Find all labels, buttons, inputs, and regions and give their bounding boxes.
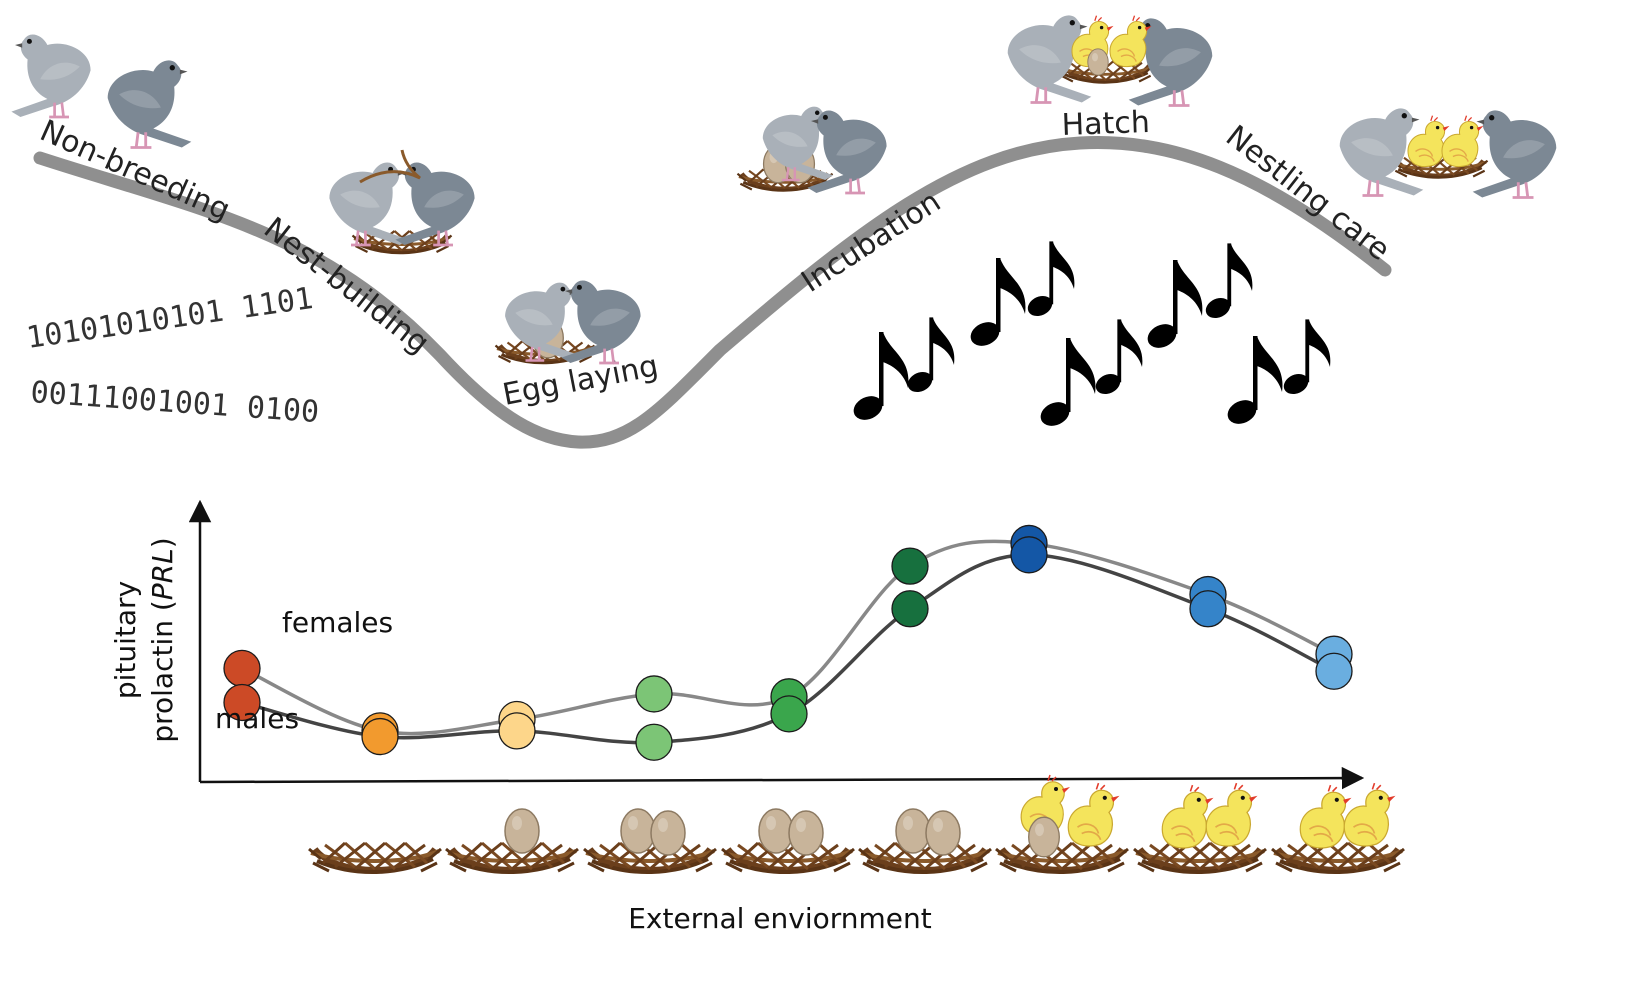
binary-line-2: 00111001001 0100 bbox=[29, 375, 320, 430]
pigeon-icon bbox=[1471, 108, 1558, 199]
data-point-males bbox=[223, 683, 261, 722]
music-notes bbox=[849, 241, 1331, 431]
stage-label-hatch: Hatch bbox=[1061, 105, 1150, 143]
nest-icon bbox=[309, 843, 441, 872]
egg-icon bbox=[504, 808, 540, 854]
music-note-icon bbox=[904, 317, 955, 396]
x-axis bbox=[199, 766, 1365, 790]
egg-icon bbox=[788, 810, 824, 856]
data-point-males bbox=[498, 712, 536, 750]
chick-icon bbox=[1205, 782, 1259, 847]
data-point-females bbox=[635, 675, 673, 713]
music-note-icon bbox=[1036, 338, 1096, 431]
egg-icon bbox=[620, 808, 656, 854]
chick-icon bbox=[1343, 782, 1397, 847]
egg-icon bbox=[1087, 48, 1109, 76]
binary-line-1: 10101010101 1101 bbox=[24, 281, 315, 356]
prl-chart: pituitary prolactin (PRL) females males … bbox=[109, 499, 1365, 935]
data-point-males bbox=[1010, 536, 1048, 574]
music-note-icon bbox=[1092, 319, 1143, 398]
nest-icon bbox=[1134, 843, 1266, 872]
binary-code: 10101010101 1101 00111001001 0100 bbox=[24, 281, 320, 430]
stage-label-incubation: Incubation bbox=[795, 184, 947, 300]
x-axis-label: External enviornment bbox=[628, 902, 932, 935]
hatch-illustration bbox=[1006, 13, 1214, 107]
data-point-males bbox=[361, 717, 399, 756]
twig-icon bbox=[359, 149, 421, 184]
music-note-icon bbox=[1280, 319, 1331, 398]
chick-icon bbox=[1067, 782, 1121, 847]
egg-icon bbox=[895, 808, 931, 854]
y-axis-label-line2: prolactin (PRL) bbox=[146, 537, 179, 742]
egg-icon bbox=[758, 808, 794, 854]
pigeon-icon bbox=[10, 33, 92, 119]
data-point-females bbox=[223, 649, 261, 688]
nest-icon bbox=[1272, 843, 1404, 872]
data-point-males bbox=[891, 590, 929, 628]
nest-sequence bbox=[309, 774, 1404, 872]
music-note-icon bbox=[966, 258, 1026, 351]
music-note-icon bbox=[1024, 241, 1075, 320]
egg-laying-illustration bbox=[496, 279, 642, 363]
egg-icon bbox=[1028, 816, 1060, 858]
music-note-icon bbox=[1223, 336, 1283, 429]
egg-icon bbox=[925, 810, 961, 856]
non-breeding-illustration bbox=[10, 33, 193, 149]
music-note-icon bbox=[1202, 243, 1253, 322]
y-axis-label-line1: pituitary bbox=[109, 581, 142, 699]
incubation-illustration bbox=[737, 105, 888, 195]
chick-icon bbox=[1299, 784, 1353, 849]
series-label-males: males bbox=[215, 702, 299, 735]
nest-icon bbox=[996, 843, 1128, 872]
music-note-icon bbox=[1143, 260, 1203, 353]
data-point-males bbox=[770, 695, 808, 733]
nest-building-illustration bbox=[328, 149, 476, 253]
data-point-males bbox=[1315, 652, 1353, 690]
data-point-males bbox=[635, 723, 673, 761]
chick-icon bbox=[1441, 115, 1485, 168]
pigeon-icon bbox=[106, 58, 193, 149]
data-point-males bbox=[1189, 590, 1227, 628]
egg-icon bbox=[650, 810, 686, 856]
series-label-females: females bbox=[282, 606, 393, 639]
music-note-icon bbox=[849, 332, 909, 425]
chick-icon bbox=[1161, 784, 1215, 849]
data-point-females bbox=[891, 547, 929, 585]
cycle-curve bbox=[33, 136, 1392, 449]
nestling-care-illustration bbox=[1338, 106, 1558, 199]
